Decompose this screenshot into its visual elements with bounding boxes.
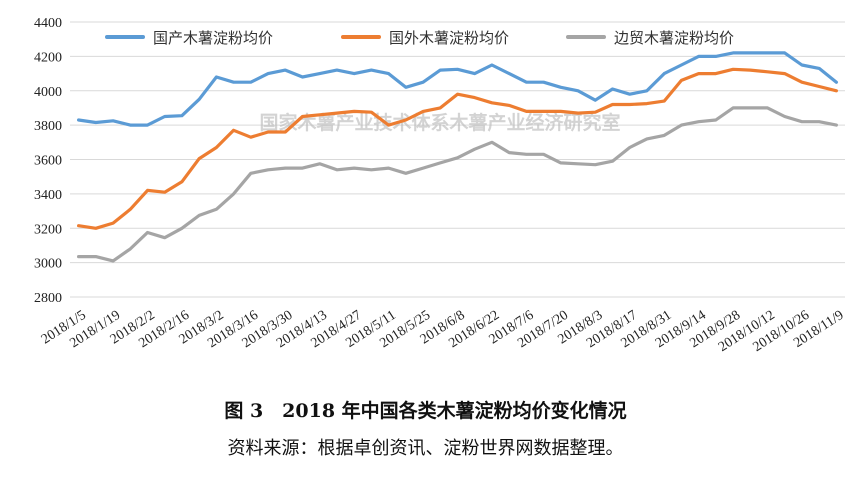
y-tick-label: 3800: [34, 119, 62, 134]
y-tick-label: 3200: [34, 222, 62, 237]
legend-label-1: 国外木薯淀粉均价: [389, 29, 509, 47]
y-tick-label: 3600: [34, 154, 62, 169]
watermark-text: 国家木薯产业技术体系木薯产业经济研究室: [259, 111, 620, 134]
legend: 国产木薯淀粉均价 国外木薯淀粉均价 边贸木薯淀粉均价: [105, 29, 734, 47]
y-tick-label: 4200: [34, 50, 62, 65]
series-line-0: [76, 51, 839, 127]
legend-label-0: 国产木薯淀粉均价: [153, 29, 273, 47]
legend-label-2: 边贸木薯淀粉均价: [614, 29, 734, 47]
figure-source-note: 资料来源：根据卓创资讯、淀粉世界网数据整理。: [227, 438, 624, 459]
y-tick-label: 4400: [34, 16, 62, 31]
y-tick-label: 4000: [34, 85, 62, 100]
x-axis-ticks: 2018/1/52018/1/192018/2/22018/2/162018/3…: [39, 308, 847, 355]
y-tick-label: 3400: [34, 188, 62, 203]
line-chart: 2800 3000 3200 3400 3600 3800 4000 4200 4400 201…: [34, 16, 847, 355]
figure-caption: 图 3 2018 年中国各类木薯淀粉均价变化情况: [224, 400, 627, 422]
y-tick-label: 3000: [34, 257, 62, 272]
grid-lines: [70, 21, 845, 298]
y-axis-ticks: 2800 3000 3200 3400 3600 3800 4000 4200 4400: [34, 16, 62, 306]
series-line-1: [76, 67, 839, 230]
y-tick-label: 2800: [34, 291, 62, 306]
series-line-2: [76, 106, 839, 263]
series-lines: [76, 51, 839, 263]
